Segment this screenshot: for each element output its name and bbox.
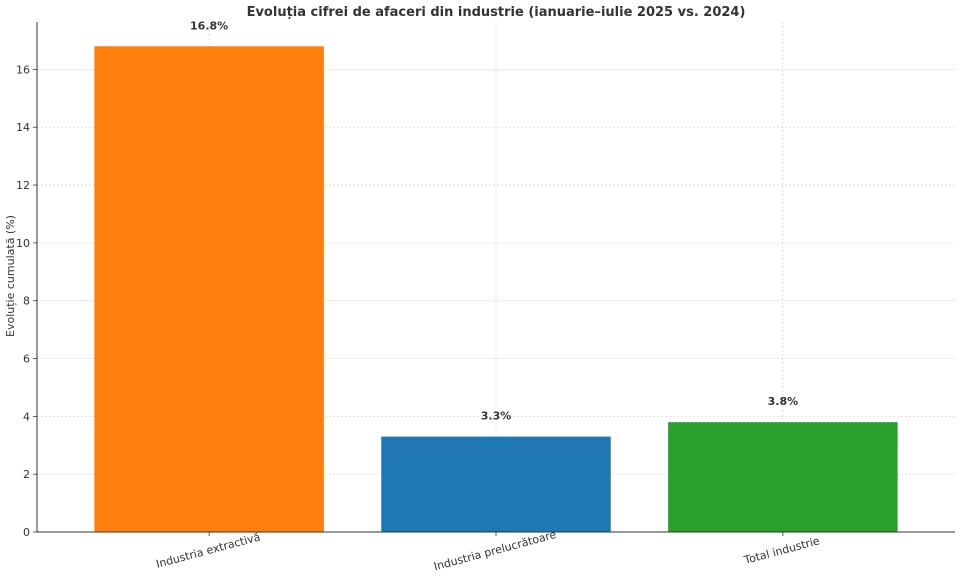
y-axis-label: Evoluție cumulată (%) (4, 215, 17, 337)
bar (668, 422, 898, 532)
bar (381, 436, 611, 532)
data-label: 3.8% (768, 395, 799, 408)
data-label: 16.8% (190, 19, 228, 32)
x-tick-label: Industria prelucrătoare (432, 528, 558, 573)
data-label: 3.3% (481, 410, 512, 423)
y-tick-label: 10 (16, 237, 30, 250)
y-tick-label: 0 (23, 526, 30, 539)
bar (94, 46, 324, 533)
y-tick-label: 14 (16, 121, 30, 134)
y-tick-label: 12 (16, 179, 30, 192)
x-tick-label: Industria extractivă (155, 530, 262, 570)
y-tick-label: 16 (16, 63, 30, 76)
y-tick-label: 2 (23, 468, 30, 481)
value-labels: 16.8% 3.3% 3.8% (190, 19, 798, 422)
y-tick-label: 4 (23, 410, 30, 423)
x-tick-label: Total industrie (742, 534, 821, 567)
y-tick-label: 6 (23, 353, 30, 366)
y-tick-label: 8 (23, 295, 30, 308)
bars (94, 46, 898, 533)
chart-title: Evoluția cifrei de afaceri din industrie… (247, 5, 746, 20)
